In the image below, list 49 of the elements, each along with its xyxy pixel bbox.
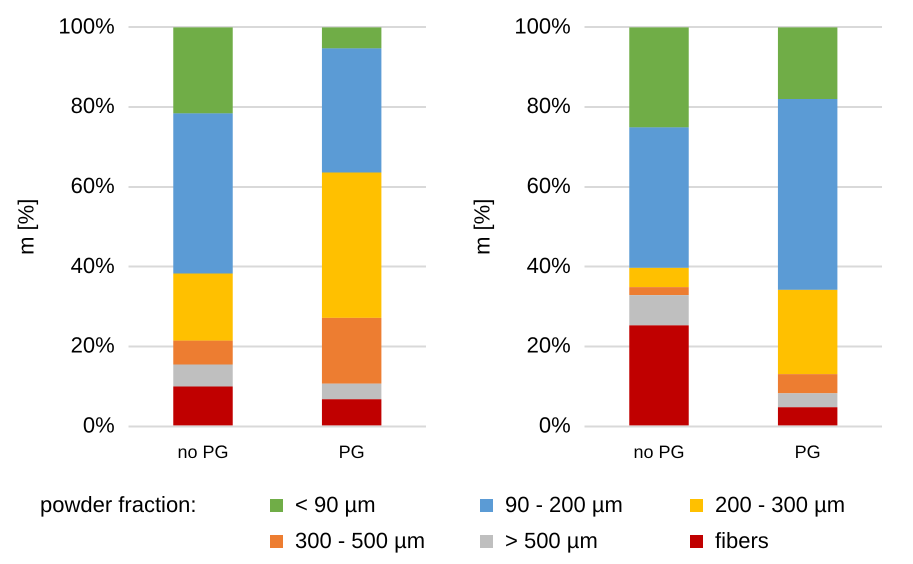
legend-label: fibers (715, 528, 769, 554)
bar (629, 27, 689, 128)
bar (322, 27, 382, 48)
x-tick-label: PG (338, 442, 365, 462)
y-tick-label: 100% (514, 13, 571, 38)
y-tick-label: 40% (526, 252, 571, 278)
bar (173, 113, 233, 274)
y-axis-title: m [%] (469, 198, 494, 255)
bar (629, 268, 689, 288)
bar (778, 27, 838, 100)
bar (322, 48, 382, 173)
bar (629, 295, 689, 326)
y-tick-label: 80% (526, 93, 571, 118)
bar (173, 274, 233, 341)
bar (778, 393, 838, 408)
bar (173, 364, 233, 386)
y-tick-label: 0% (82, 412, 115, 438)
y-tick-label: 20% (70, 332, 115, 358)
bar (173, 27, 233, 114)
y-tick-label: 20% (526, 332, 571, 358)
y-tick-label: 80% (70, 93, 115, 118)
x-tick-label: PG (794, 442, 821, 462)
legend-label: 300 - 500 µm (295, 528, 426, 554)
y-tick-label: 60% (70, 172, 115, 198)
legend-label: 200 - 300 µm (715, 492, 846, 518)
bar (629, 325, 689, 426)
y-tick-label: 0% (538, 412, 571, 438)
bar (778, 290, 838, 374)
bar (322, 318, 382, 384)
x-tick-label: no PG (177, 442, 229, 462)
bar (322, 384, 382, 400)
x-tick-label: no PG (633, 442, 685, 462)
bar (322, 172, 382, 318)
y-tick-label: 100% (58, 13, 115, 38)
bar (778, 99, 838, 290)
bar (173, 386, 233, 426)
legend-label: < 90 µm (295, 492, 376, 518)
y-tick-label: 40% (70, 252, 115, 278)
bar (778, 374, 838, 394)
bar (322, 399, 382, 426)
legend-title: powder fraction: (40, 492, 198, 518)
y-tick-label: 60% (526, 172, 571, 198)
legend-label: 90 - 200 µm (505, 492, 623, 518)
bar (173, 340, 233, 365)
y-axis-title: m [%] (13, 198, 38, 255)
legend-label: > 500 µm (505, 528, 598, 554)
bar (629, 287, 689, 296)
bar (778, 407, 838, 426)
bar (629, 127, 689, 268)
